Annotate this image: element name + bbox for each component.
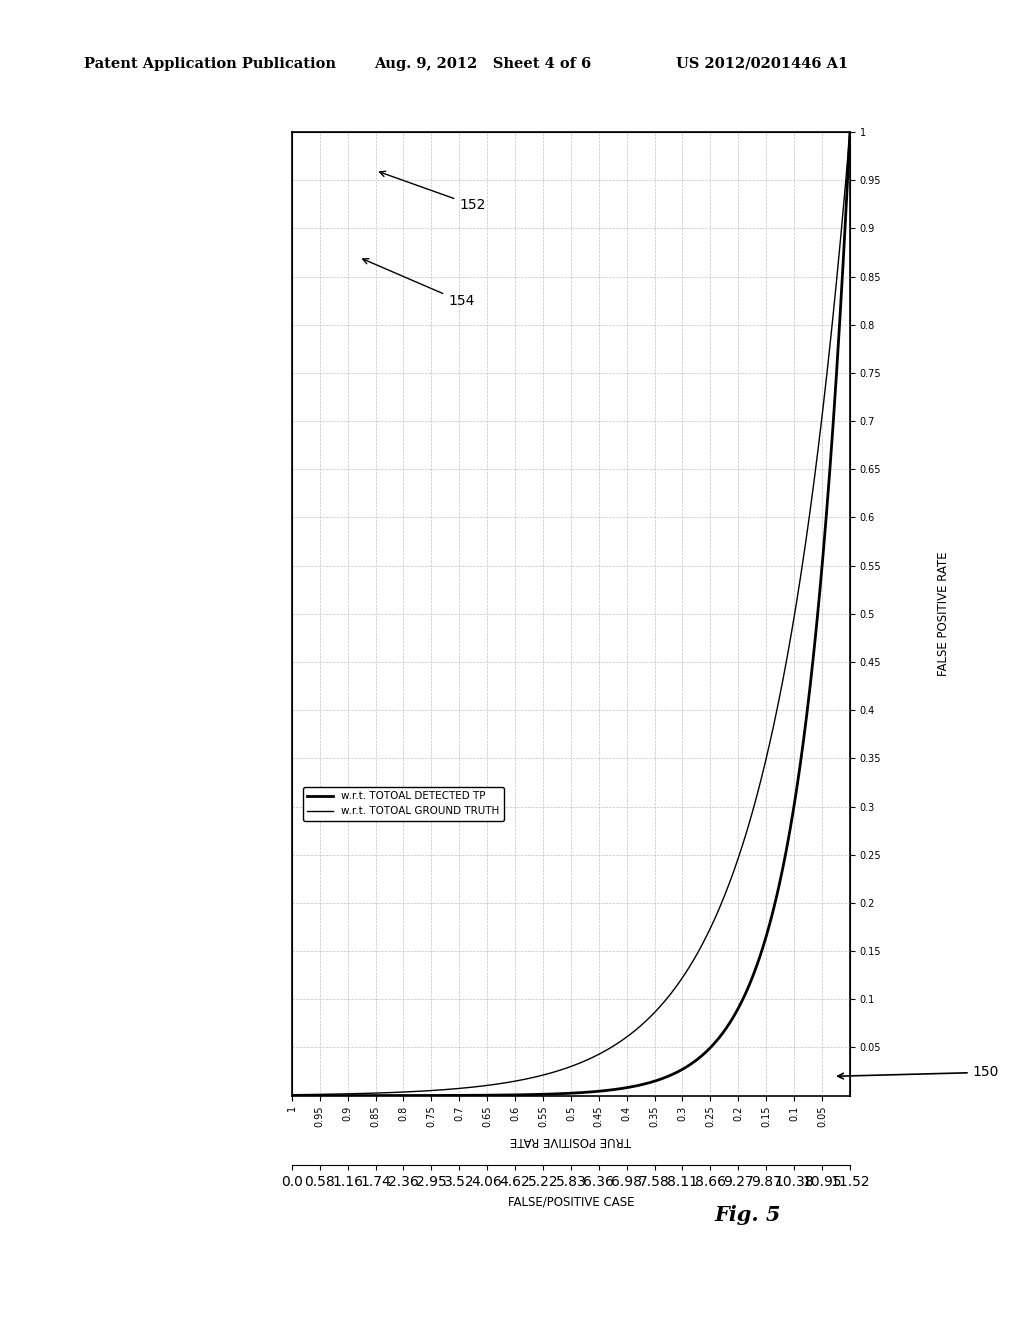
Text: 154: 154 [362, 259, 474, 309]
Text: 152: 152 [380, 172, 485, 213]
Text: Patent Application Publication: Patent Application Publication [84, 57, 336, 71]
Y-axis label: FALSE POSITIVE RATE: FALSE POSITIVE RATE [937, 552, 950, 676]
Legend: w.r.t. TOTOAL DETECTED TP, w.r.t. TOTOAL GROUND TRUTH: w.r.t. TOTOAL DETECTED TP, w.r.t. TOTOAL… [303, 787, 504, 821]
Text: 150: 150 [838, 1065, 999, 1080]
X-axis label: TRUE POSITIVE RATE: TRUE POSITIVE RATE [510, 1134, 632, 1147]
Text: Fig. 5: Fig. 5 [715, 1205, 780, 1225]
Text: US 2012/0201446 A1: US 2012/0201446 A1 [676, 57, 848, 71]
X-axis label: FALSE/POSITIVE CASE: FALSE/POSITIVE CASE [508, 1196, 634, 1209]
Text: Aug. 9, 2012   Sheet 4 of 6: Aug. 9, 2012 Sheet 4 of 6 [374, 57, 591, 71]
